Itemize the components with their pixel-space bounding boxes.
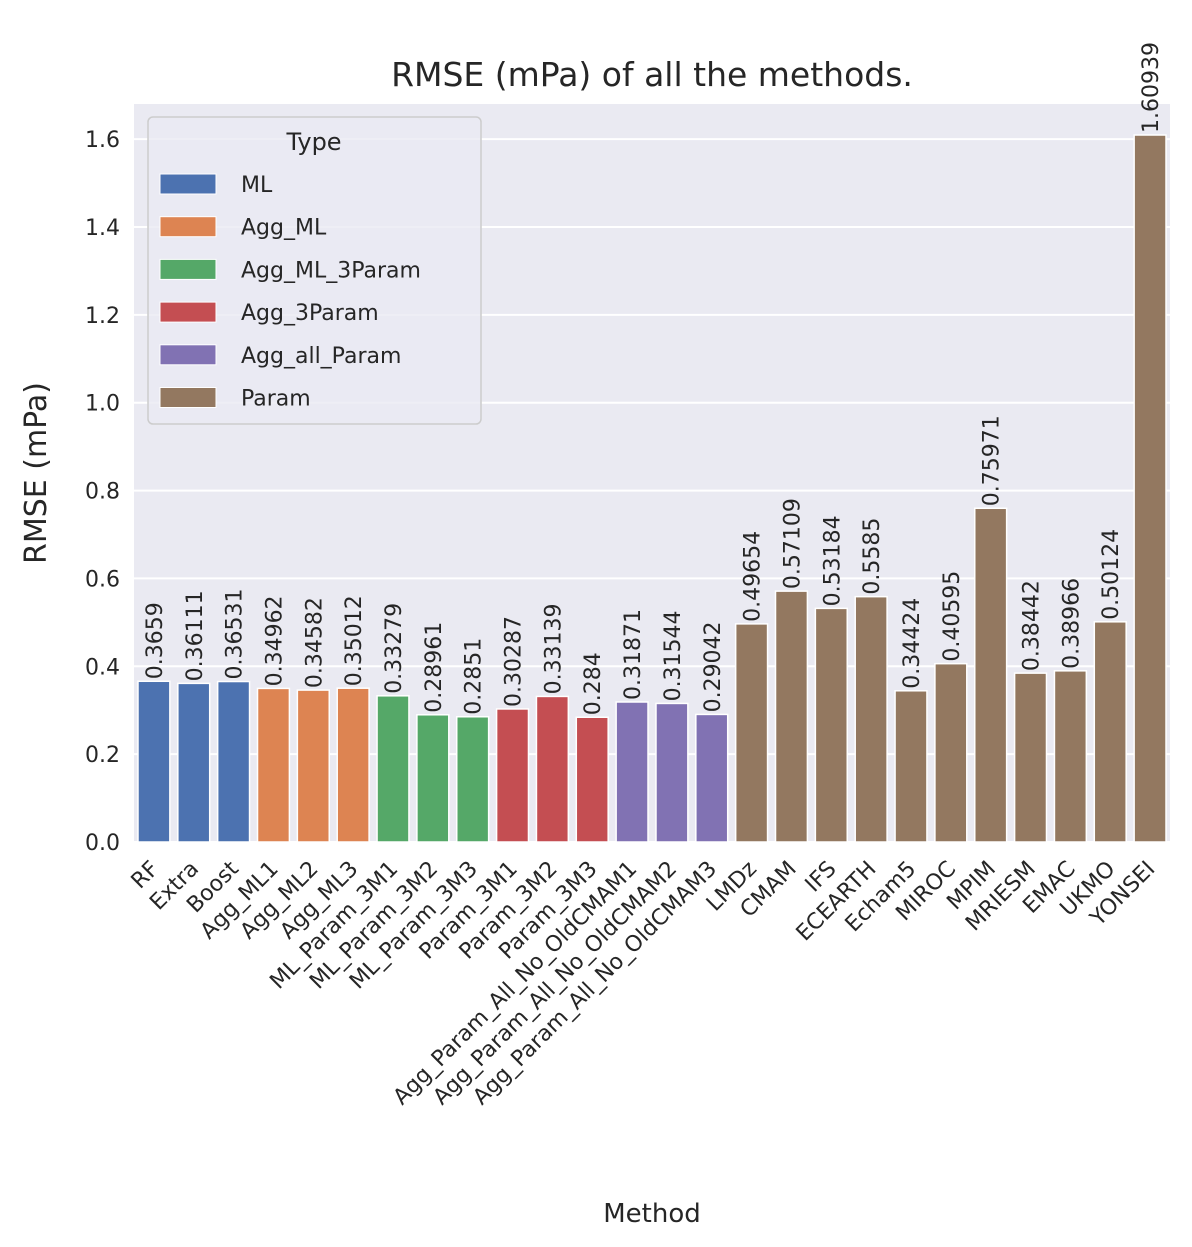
bar-value-label: 0.35012 [342,595,367,686]
bar [575,716,609,843]
bar [1013,672,1048,843]
x-ticks: RFExtraBoostAgg_ML1Agg_ML2Agg_ML3ML_Para… [127,856,1161,1110]
bar-value-label: 0.29042 [701,621,726,712]
bar-value-label: 0.57109 [780,498,805,589]
bar [655,702,689,843]
legend-label: Agg_all_Param [241,344,401,369]
y-ticks: 0.0 0.2 0.4 0.6 0.8 1.0 1.2 1.4 1.6 [85,128,120,856]
bar [256,687,291,843]
bar-value-label: 0.75971 [980,415,1005,506]
bar [1133,134,1167,843]
bar [177,682,211,843]
bar-value-label: 0.28961 [422,622,447,713]
bar-value-label: 1.60939 [1139,42,1164,133]
y-tick-label: 0.0 [85,831,120,856]
y-tick-label: 0.2 [85,743,120,768]
bar-labels: 0.3659 0.36111 0.36531 0.34962 0.34582 0.3501… [143,42,1164,715]
bar-value-label: 0.38442 [1020,580,1045,671]
y-tick-label: 1.6 [85,128,120,153]
bar-value-label: 0.50124 [1099,529,1124,620]
bar-value-label: 0.49654 [741,531,766,622]
bar-value-label: 0.53184 [820,515,845,606]
legend-entries: ML Agg_ML Agg_ML_3Param Agg_3Param Agg_all_P… [159,173,421,412]
bar [894,690,928,843]
y-tick-label: 0.6 [85,567,120,592]
y-axis-label: RMSE (mPa) [19,382,54,564]
bar-value-label: 0.5585 [860,518,885,595]
chart-title: RMSE (mPa) of all the methods. [391,55,913,94]
bar [1093,621,1127,843]
legend: Type ML Agg_ML Agg_ML_3Param Agg_3Param Agg_… [147,116,482,425]
legend-label: ML [241,173,273,198]
bar [336,687,370,843]
y-tick-label: 1.0 [85,392,120,417]
bar-value-label: 0.34424 [900,598,925,689]
legend-swatch [159,387,217,408]
bar [734,623,769,843]
legend-swatch [159,216,217,238]
bar-value-label: 0.284 [581,652,606,715]
bar [814,607,848,843]
bar-value-label: 0.31871 [621,609,646,700]
y-tick-label: 0.4 [85,655,120,680]
bar-value-label: 0.31544 [661,610,686,701]
bar-value-label: 0.33139 [541,603,566,694]
y-tick-label: 0.8 [85,480,120,505]
legend-label: Agg_3Param [241,301,379,326]
legend-label: Param [241,387,311,412]
bar-value-label: 0.3659 [143,602,168,679]
bar-value-label: 0.34962 [262,595,287,686]
bar [495,708,530,843]
legend-label: Agg_ML_3Param [241,258,421,283]
bar [376,695,410,843]
y-tick-label: 1.2 [85,304,120,329]
bar [854,595,888,843]
bar [456,716,490,843]
legend-label: Agg_ML [241,216,327,241]
bar [934,662,968,843]
bar [974,507,1008,843]
bar [695,713,729,843]
bar [615,701,649,843]
bar-value-label: 0.30287 [502,616,527,707]
bar [1053,670,1088,843]
bar-value-label: 0.36531 [223,589,248,680]
legend-swatch [159,344,217,366]
bar [296,689,330,843]
bar [416,714,450,843]
legend-box [147,116,482,425]
bars [137,134,1167,843]
bar [535,695,570,843]
legend-swatch [159,173,217,195]
bar-value-label: 0.36111 [183,590,208,681]
bar-value-label: 0.33279 [382,603,407,694]
legend-title: Type [285,128,341,156]
bar [216,680,251,843]
bar-value-label: 0.34582 [302,597,327,688]
bar [137,680,171,843]
legend-swatch [159,301,217,323]
bar-value-label: 0.2851 [462,638,487,715]
x-axis-label: Method [603,1199,701,1229]
bar [774,590,809,843]
legend-swatch [159,258,217,280]
bar-value-label: 0.38966 [1059,578,1084,669]
bar-value-label: 0.40595 [940,571,965,662]
y-tick-label: 1.4 [85,216,120,241]
